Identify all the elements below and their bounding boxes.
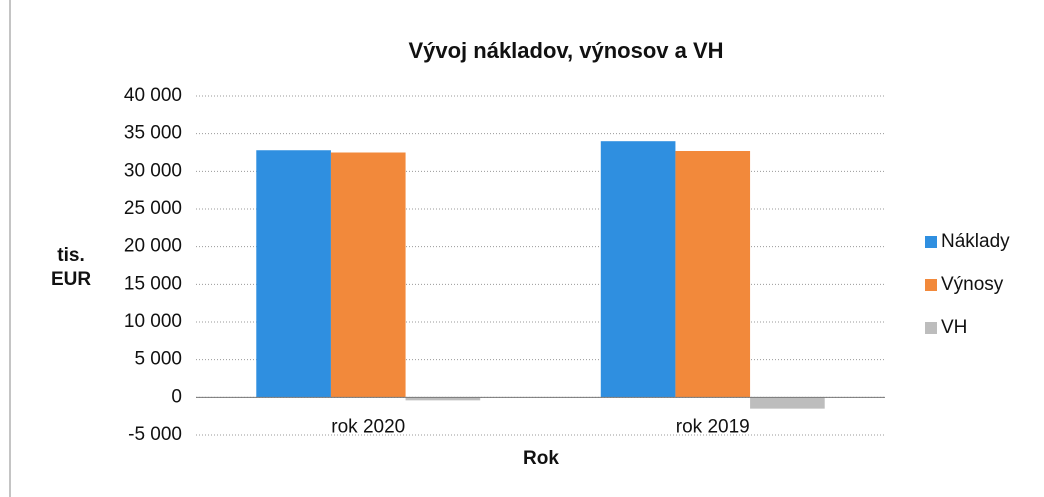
y-tick-label: 5 000 [134,349,182,370]
legend-label: Náklady [941,231,1010,252]
legend-label: Výnosy [941,274,1004,295]
y-tick-label: -5 000 [128,424,182,445]
bar [600,141,676,398]
y-tick-label: 10 000 [124,311,182,332]
legend-swatch [925,279,937,291]
legend-swatch [925,236,937,248]
y-tick-label: 35 000 [124,123,182,144]
x-axis-title: Rok [523,448,559,469]
y-axis-title: EUR [51,269,91,290]
bar [675,150,751,398]
y-tick-label: 25 000 [124,198,182,219]
y-tick-label: 20 000 [124,236,182,257]
bar [330,152,406,398]
y-tick-label: 40 000 [124,85,182,106]
legend-swatch [925,322,937,334]
y-tick-label: 15 000 [124,273,182,294]
x-tick-label: rok 2020 [331,416,405,437]
chart-title: Vývoj nákladov, výnosov a VH [408,38,723,63]
bar [256,150,331,398]
y-tick-label: 30 000 [124,160,182,181]
legend-label: VH [941,317,967,338]
y-tick-label: 0 [171,386,182,407]
y-axis-title: tis. [57,245,84,266]
bar [750,397,825,409]
x-tick-label: rok 2019 [676,416,750,437]
bar [405,397,481,401]
